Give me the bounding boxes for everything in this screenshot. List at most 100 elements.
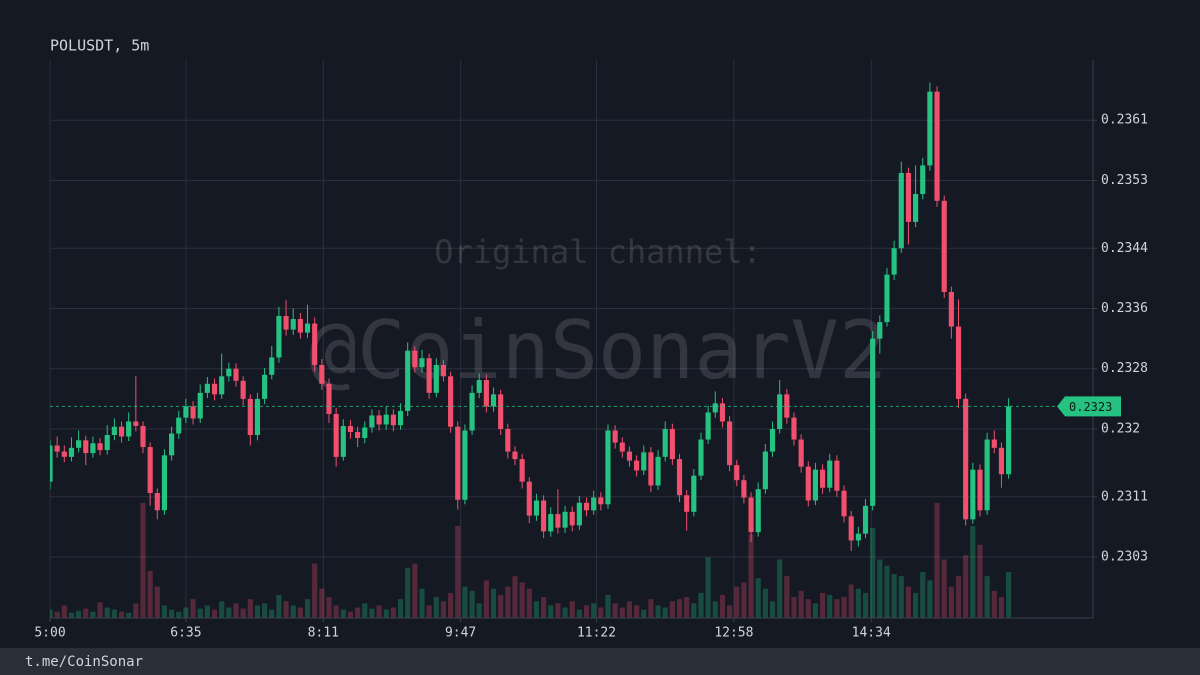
candle-body — [913, 194, 919, 222]
x-tick-label: 14:34 — [852, 626, 891, 641]
candle-body — [648, 452, 654, 486]
candle-body — [505, 428, 511, 452]
candle-body — [526, 481, 532, 516]
candle-body — [161, 455, 168, 511]
candle-body — [169, 433, 175, 456]
candle-body — [1006, 406, 1012, 475]
x-tick-label: 11:22 — [577, 626, 616, 641]
candle-body — [50, 445, 53, 482]
candle-body — [820, 469, 826, 488]
x-tick-label: 5:00 — [34, 626, 65, 641]
candle-body — [855, 533, 861, 541]
volume-bar — [848, 584, 854, 618]
candle-body — [841, 490, 847, 517]
volume-bar — [598, 607, 604, 618]
volume-bar — [698, 592, 704, 618]
volume-bar — [913, 592, 919, 618]
candle-body — [970, 469, 976, 520]
candle-body — [955, 326, 962, 399]
candle-body — [397, 410, 404, 426]
volume-bar — [397, 599, 404, 618]
volume-bar — [827, 595, 833, 618]
volume-bar — [490, 588, 497, 618]
candle-body — [154, 492, 160, 511]
volume-bar — [190, 599, 196, 618]
volume-bar — [612, 603, 618, 618]
volume-bar — [297, 607, 303, 618]
volume-bar — [247, 599, 253, 618]
volume-bar — [719, 595, 726, 618]
candle-body — [877, 322, 883, 339]
candle-body — [390, 414, 396, 426]
candle-body — [448, 376, 454, 427]
candle-body — [469, 392, 475, 431]
last-price-tag — [1057, 396, 1121, 417]
volume-bar — [941, 559, 947, 618]
watermark-handle: @CoinSonarV2 — [309, 304, 887, 397]
candle-body — [333, 413, 339, 457]
volume-bar — [276, 595, 282, 618]
volume-bar — [333, 605, 339, 618]
candle-body — [891, 248, 897, 275]
candle-body — [963, 398, 969, 520]
candle-body — [948, 291, 954, 327]
volume-bar — [762, 588, 768, 618]
candle-body — [762, 451, 768, 490]
candle-body — [76, 440, 82, 448]
volume-bar — [791, 597, 797, 618]
volume-bar — [648, 599, 654, 618]
candle-body — [197, 392, 203, 419]
candle-body — [97, 443, 103, 451]
candle-layer — [50, 82, 1012, 551]
volume-bar — [970, 526, 976, 618]
volume-bar — [133, 603, 139, 618]
candle-body — [884, 274, 890, 323]
volume-bar — [948, 586, 954, 618]
volume-bar — [741, 582, 747, 618]
volume-bar — [870, 528, 876, 618]
volume-bar — [619, 607, 625, 618]
candle-body — [512, 451, 518, 460]
candle-body — [991, 439, 997, 448]
volume-bar — [433, 597, 439, 618]
candle-body — [583, 502, 590, 511]
candle-body — [211, 383, 218, 395]
candle-body — [977, 469, 983, 511]
candle-body — [569, 511, 575, 526]
candle-body — [426, 358, 432, 393]
candle-body — [748, 497, 754, 533]
candle-body — [784, 394, 790, 418]
volume-bar — [369, 608, 375, 618]
candle-body — [862, 505, 869, 534]
volume-bar — [805, 599, 811, 618]
volume-bar — [68, 612, 75, 618]
candle-body — [641, 452, 647, 471]
volume-bar — [905, 586, 912, 618]
candle-body — [68, 447, 75, 457]
volume-bar — [512, 576, 518, 618]
candle-body — [176, 417, 182, 434]
candle-body — [519, 459, 525, 482]
volume-bar — [269, 609, 275, 618]
candle-body — [226, 368, 232, 377]
candle-body — [727, 421, 733, 466]
candle-body — [355, 432, 361, 439]
volume-bar — [405, 567, 411, 618]
volume-bar — [526, 588, 532, 618]
candle-body — [412, 350, 418, 368]
volume-bar — [820, 592, 826, 618]
volume-bar — [440, 601, 447, 618]
volume-bar — [197, 608, 203, 618]
candle-body — [290, 319, 296, 330]
volume-bar — [798, 590, 804, 618]
candle-body — [712, 403, 718, 413]
candle-body — [741, 480, 747, 498]
candle-body — [462, 430, 468, 500]
candle-body — [490, 394, 497, 407]
volume-bar — [390, 607, 396, 618]
volume-bar — [476, 603, 482, 618]
volume-bar — [83, 608, 89, 618]
candle-body — [998, 447, 1005, 475]
candle-body — [576, 502, 582, 526]
